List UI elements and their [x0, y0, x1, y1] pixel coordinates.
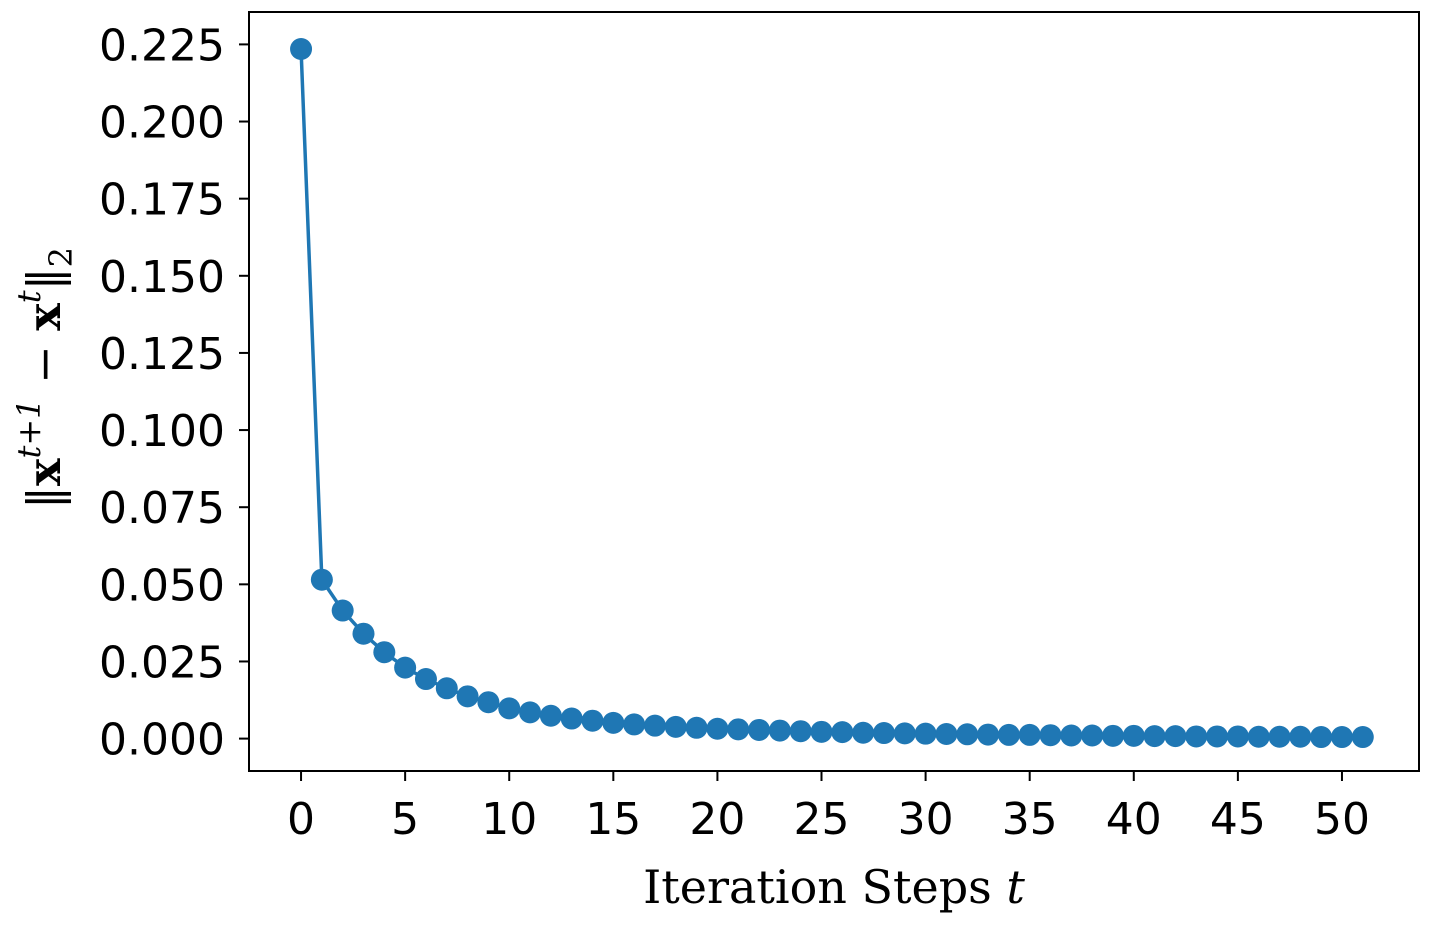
data-point	[706, 717, 729, 740]
data-point	[498, 697, 521, 720]
data-point	[477, 691, 500, 714]
y-label-close: ‖	[17, 267, 71, 290]
plot-frame	[248, 11, 1420, 772]
data-point	[727, 718, 750, 741]
data-point	[1122, 724, 1145, 747]
y-label-sup2: t	[10, 290, 48, 303]
data-point	[1101, 724, 1124, 747]
data-point	[789, 720, 812, 743]
x-axis-label: Iteration Steps t	[643, 860, 1025, 914]
y-tick-label: 0.200	[99, 98, 225, 149]
data-point	[623, 713, 646, 736]
y-label-x1: x	[17, 458, 71, 486]
x-tick-label: 30	[898, 794, 954, 845]
x-tick-label: 10	[481, 794, 537, 845]
y-tick-label: 0.025	[99, 637, 225, 688]
data-point	[1060, 724, 1083, 747]
y-label-open: ‖	[17, 486, 71, 509]
data-point	[1143, 725, 1166, 748]
data-point	[602, 711, 625, 734]
svg-text:‖xt+1 − xt‖2: ‖xt+1 − xt‖2	[10, 247, 80, 509]
y-tick-label: 0.000	[99, 715, 225, 766]
y-axis-label: ‖xt+1 − xt‖2	[10, 247, 80, 509]
data-point	[1164, 725, 1187, 748]
data-point	[1247, 725, 1270, 748]
data-point	[373, 641, 396, 664]
data-point	[956, 723, 979, 746]
x-tick-label: 0	[287, 794, 315, 845]
data-point	[1081, 724, 1104, 747]
data-point	[893, 722, 916, 745]
plot-area	[290, 38, 1374, 749]
data-point	[1185, 725, 1208, 748]
data-point	[748, 718, 771, 741]
x-axis-label-var: t	[1006, 860, 1025, 914]
data-point	[290, 38, 313, 61]
y-label-sub: 2	[42, 247, 80, 267]
data-point	[1310, 726, 1333, 749]
data-point	[1351, 726, 1374, 749]
y-label-sup1: t+1	[10, 398, 48, 458]
y-tick-label: 0.050	[99, 560, 225, 611]
y-tick-label: 0.175	[99, 175, 225, 226]
data-point	[1018, 723, 1041, 746]
data-point	[643, 714, 666, 737]
data-point	[581, 709, 604, 732]
axes: 0 5 10 15 20 25 30 35 40 45 50 0.000 0.025 0.050 0.075…	[99, 11, 1420, 845]
data-point	[685, 716, 708, 739]
y-tick-label: 0.125	[99, 329, 225, 380]
data-point	[352, 622, 375, 645]
x-tick-label: 25	[794, 794, 850, 845]
data-point	[539, 704, 562, 727]
data-point	[331, 599, 354, 622]
x-tick-label: 15	[585, 794, 641, 845]
data-point	[914, 722, 937, 745]
data-point	[310, 568, 333, 591]
data-point	[997, 723, 1020, 746]
data-point	[456, 685, 479, 708]
y-tick-label: 0.075	[99, 483, 225, 534]
x-tick-label: 35	[1002, 794, 1058, 845]
data-point	[852, 721, 875, 744]
data-point	[1268, 725, 1291, 748]
x-tick-label: 5	[391, 794, 419, 845]
data-point	[394, 656, 417, 679]
data-point	[1330, 726, 1353, 749]
data-point	[872, 722, 895, 745]
data-point	[977, 723, 1000, 746]
x-axis-label-text: Iteration Steps	[643, 860, 1006, 914]
data-point	[831, 721, 854, 744]
data-point	[664, 715, 687, 738]
x-tick-label: 20	[689, 794, 745, 845]
data-point	[1206, 725, 1229, 748]
y-tick-label: 0.150	[99, 252, 225, 303]
data-point	[1226, 725, 1249, 748]
y-label-x2: x	[17, 303, 71, 331]
y-tick-label: 0.225	[99, 20, 225, 71]
y-label-minus: −	[17, 331, 71, 399]
x-tick-label: 40	[1106, 794, 1162, 845]
x-tick-label: 45	[1210, 794, 1266, 845]
series-line	[299, 48, 1363, 739]
data-point	[810, 720, 833, 743]
x-tick-label: 50	[1314, 794, 1370, 845]
data-point	[1289, 725, 1312, 748]
data-point	[1039, 724, 1062, 747]
data-point	[768, 719, 791, 742]
data-point	[414, 668, 437, 691]
data-point	[935, 722, 958, 745]
y-tick-label: 0.100	[99, 406, 225, 457]
data-point	[435, 677, 458, 700]
data-point	[560, 707, 583, 730]
data-point	[519, 701, 542, 724]
